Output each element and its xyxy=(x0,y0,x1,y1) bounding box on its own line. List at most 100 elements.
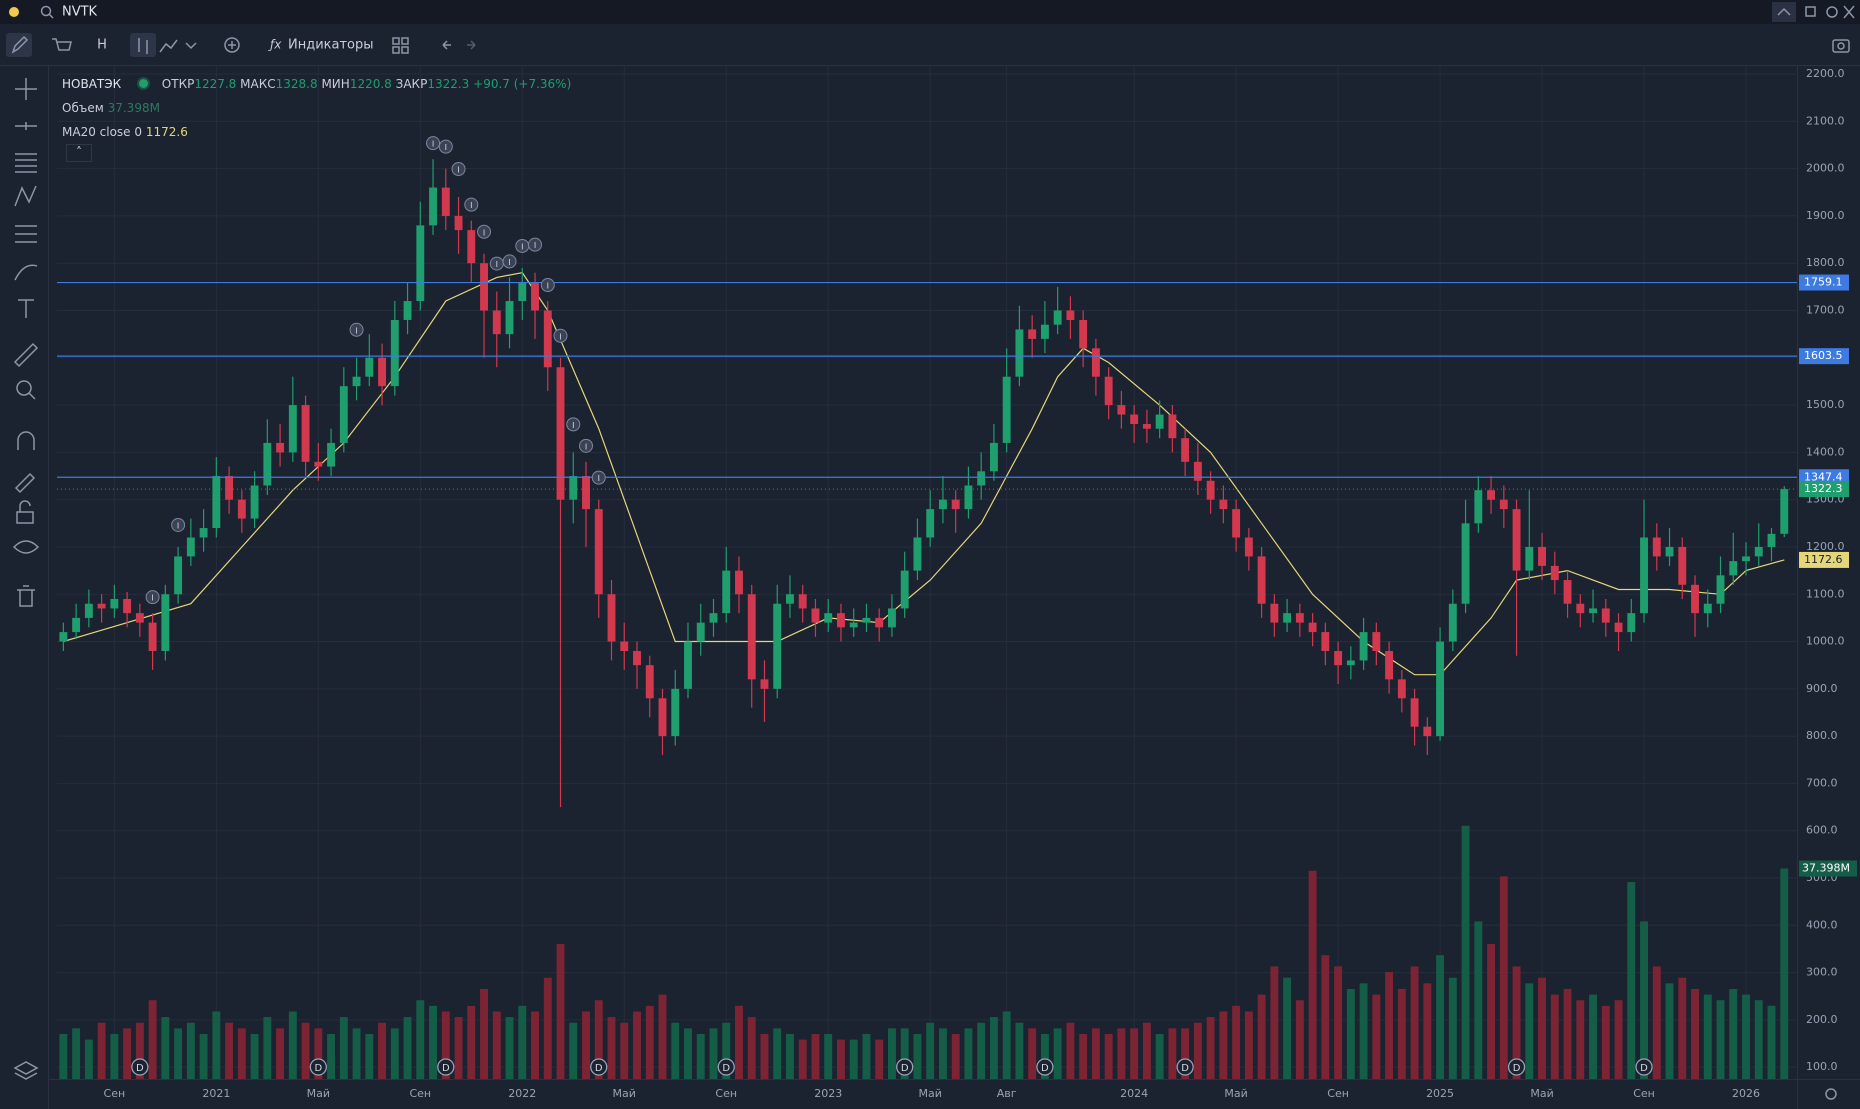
delete-tool[interactable] xyxy=(17,585,35,607)
event-marker[interactable] xyxy=(349,322,364,337)
zoom-tool[interactable] xyxy=(16,380,32,396)
dividend-marker[interactable] xyxy=(1635,1058,1653,1076)
magnet-tool[interactable] xyxy=(17,431,35,450)
dividend-marker[interactable] xyxy=(717,1058,735,1076)
y-tick-label: 2100.0 xyxy=(1806,114,1845,127)
redo-button[interactable] xyxy=(467,40,476,50)
event-marker[interactable] xyxy=(426,136,441,151)
layers-tool[interactable] xyxy=(13,1061,39,1080)
candle-body xyxy=(1652,537,1661,557)
candle-body xyxy=(786,594,794,604)
candle-body xyxy=(1703,603,1712,614)
high-value: 1328.8 xyxy=(275,77,318,91)
candle-body xyxy=(1563,580,1572,604)
dividend-marker[interactable] xyxy=(437,1058,455,1076)
candle-body xyxy=(1576,603,1585,614)
text-tool[interactable] xyxy=(18,299,34,318)
dividend-label: D xyxy=(722,1063,730,1074)
interval-button[interactable]: H xyxy=(97,38,107,53)
event-marker[interactable] xyxy=(477,224,492,239)
collapse-legend-button[interactable]: ˄ xyxy=(66,144,92,162)
dividend-marker[interactable] xyxy=(309,1058,327,1076)
candle-body xyxy=(1754,546,1763,557)
change-value: +90.7 (+7.36%) xyxy=(473,77,572,91)
maximize-button[interactable] xyxy=(1805,6,1816,17)
dividend-marker[interactable] xyxy=(1507,1058,1526,1076)
volume-bar xyxy=(989,1017,998,1079)
hline-tool[interactable] xyxy=(15,122,37,130)
collapse-button[interactable] xyxy=(1772,2,1796,22)
volume-bar xyxy=(1487,943,1496,1079)
symbol[interactable]: NVTK xyxy=(62,5,98,20)
y-tick-label: 600.0 xyxy=(1806,824,1838,837)
candles-button[interactable] xyxy=(130,33,156,57)
hide-tool[interactable] xyxy=(12,540,40,554)
volume-bar xyxy=(123,1028,132,1079)
candle-body xyxy=(1334,651,1343,666)
candle-body xyxy=(441,187,450,216)
cart-button[interactable] xyxy=(52,38,72,51)
event-marker[interactable] xyxy=(171,517,186,532)
lock-draw-tool[interactable] xyxy=(14,472,36,494)
fx-icon: ƒx xyxy=(268,38,282,52)
dividend-marker[interactable] xyxy=(896,1058,914,1076)
add-button[interactable] xyxy=(224,37,240,53)
volume-bar xyxy=(1308,870,1317,1079)
candle-body xyxy=(951,499,960,510)
candle-body xyxy=(1614,622,1623,633)
undo-button[interactable] xyxy=(442,40,451,50)
volume-bar xyxy=(798,1039,807,1079)
volume-bar xyxy=(951,1033,960,1079)
brush-tool[interactable] xyxy=(14,264,38,281)
x-tick-label: 2026 xyxy=(1732,1087,1760,1100)
event-marker[interactable] xyxy=(553,328,568,343)
crosshair-tool[interactable] xyxy=(15,78,37,100)
event-marker[interactable] xyxy=(502,254,517,269)
event-marker[interactable] xyxy=(579,438,594,453)
screenshot-button[interactable] xyxy=(1832,39,1850,53)
fib-tool[interactable] xyxy=(15,225,37,243)
event-marker[interactable] xyxy=(591,470,606,485)
event-marker[interactable] xyxy=(464,197,479,212)
y-tick-label: 1200.0 xyxy=(1806,540,1845,553)
candle-body xyxy=(696,622,705,642)
event-marker[interactable] xyxy=(540,278,555,293)
volume-bar xyxy=(301,1022,310,1079)
volume-bar xyxy=(671,1022,680,1079)
ruler-tool[interactable] xyxy=(13,342,39,368)
layout-button[interactable] xyxy=(392,37,400,45)
add-icon xyxy=(228,41,236,49)
x-tick-label: Май xyxy=(1530,1087,1553,1100)
pattern-tool[interactable] xyxy=(14,185,37,207)
volume-bar xyxy=(1066,1022,1075,1079)
candle-body xyxy=(1499,499,1508,510)
dividend-marker[interactable] xyxy=(1176,1058,1194,1076)
lock-tool[interactable] xyxy=(16,511,34,524)
dividend-marker[interactable] xyxy=(131,1058,149,1076)
dividend-marker[interactable] xyxy=(590,1058,608,1076)
indicators-button[interactable]: Индикаторы xyxy=(288,38,374,53)
chart-type-button[interactable] xyxy=(159,39,178,53)
y-tick-label: 1900.0 xyxy=(1806,209,1845,222)
settings-button[interactable] xyxy=(1826,6,1838,18)
event-marker[interactable] xyxy=(566,417,581,432)
volume-label: Объем xyxy=(62,101,104,115)
volume-bar xyxy=(84,1039,93,1079)
draw-button[interactable] xyxy=(6,33,32,57)
volume-bar xyxy=(1665,983,1674,1079)
volume-bar xyxy=(760,1033,769,1079)
candle-body xyxy=(900,570,909,609)
event-marker[interactable] xyxy=(438,139,453,154)
candle-body xyxy=(913,537,922,571)
volume-bar xyxy=(1767,1005,1776,1079)
close-button[interactable] xyxy=(1843,5,1855,19)
dropdown-button[interactable] xyxy=(185,42,197,50)
search-icon[interactable] xyxy=(40,5,52,17)
time-settings-button[interactable] xyxy=(1825,1088,1837,1100)
event-marker[interactable] xyxy=(451,161,466,176)
status-dot xyxy=(138,79,148,88)
channel-tool[interactable] xyxy=(15,153,37,173)
event-marker[interactable] xyxy=(145,590,160,605)
dividend-marker[interactable] xyxy=(1036,1058,1054,1076)
event-marker[interactable] xyxy=(528,237,543,252)
